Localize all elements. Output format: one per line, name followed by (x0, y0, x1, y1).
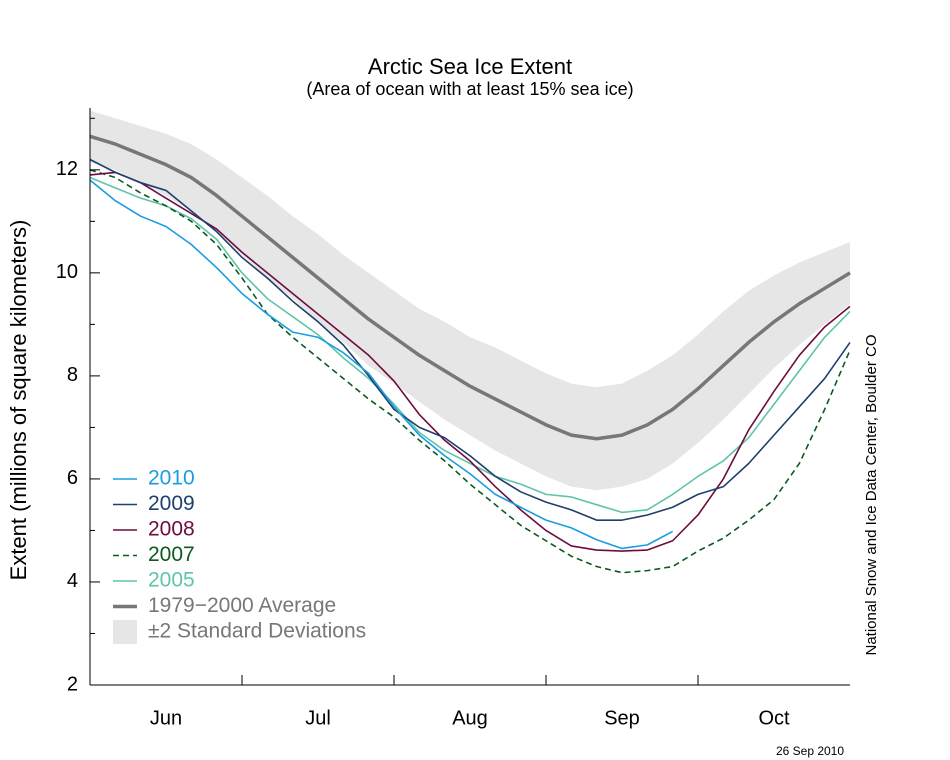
x-tick-label: Aug (452, 707, 488, 729)
y-tick-label: 4 (67, 570, 78, 592)
chart-title: Arctic Sea Ice Extent (368, 54, 572, 79)
y-tick-label: 10 (56, 261, 78, 283)
series-line (89, 176, 851, 514)
legend-label: 2009 (148, 492, 195, 515)
series-line (89, 134, 851, 441)
y-tick-label: 2 (67, 673, 78, 695)
legend-label: 2007 (148, 543, 195, 566)
legend-swatch (113, 620, 137, 644)
std-band (90, 110, 850, 491)
credit: National Snow and Ice Data Center, Bould… (863, 334, 880, 655)
x-tick-label: Oct (758, 707, 790, 729)
series-line (89, 171, 851, 552)
x-tick-label: Sep (604, 707, 640, 729)
series-line (89, 158, 851, 521)
legend-label: 1979−2000 Average (148, 594, 336, 617)
legend-label: 2008 (148, 518, 195, 541)
y-tick-label: 12 (56, 158, 78, 180)
chart-subtitle: (Area of ocean with at least 15% sea ice… (306, 79, 633, 99)
series-line (89, 179, 674, 550)
y-axis-label: Extent (millions of square kilometers) (6, 220, 31, 581)
legend-label: ±2 Standard Deviations (148, 620, 366, 643)
date-stamp: 26 Sep 2010 (776, 744, 844, 758)
y-tick-label: 8 (67, 364, 78, 386)
x-tick-label: Jul (305, 707, 331, 729)
y-tick-label: 6 (67, 467, 78, 489)
x-tick-label: Jun (150, 707, 182, 729)
legend-label: 2010 (148, 467, 195, 490)
legend-label: 2005 (148, 569, 195, 592)
